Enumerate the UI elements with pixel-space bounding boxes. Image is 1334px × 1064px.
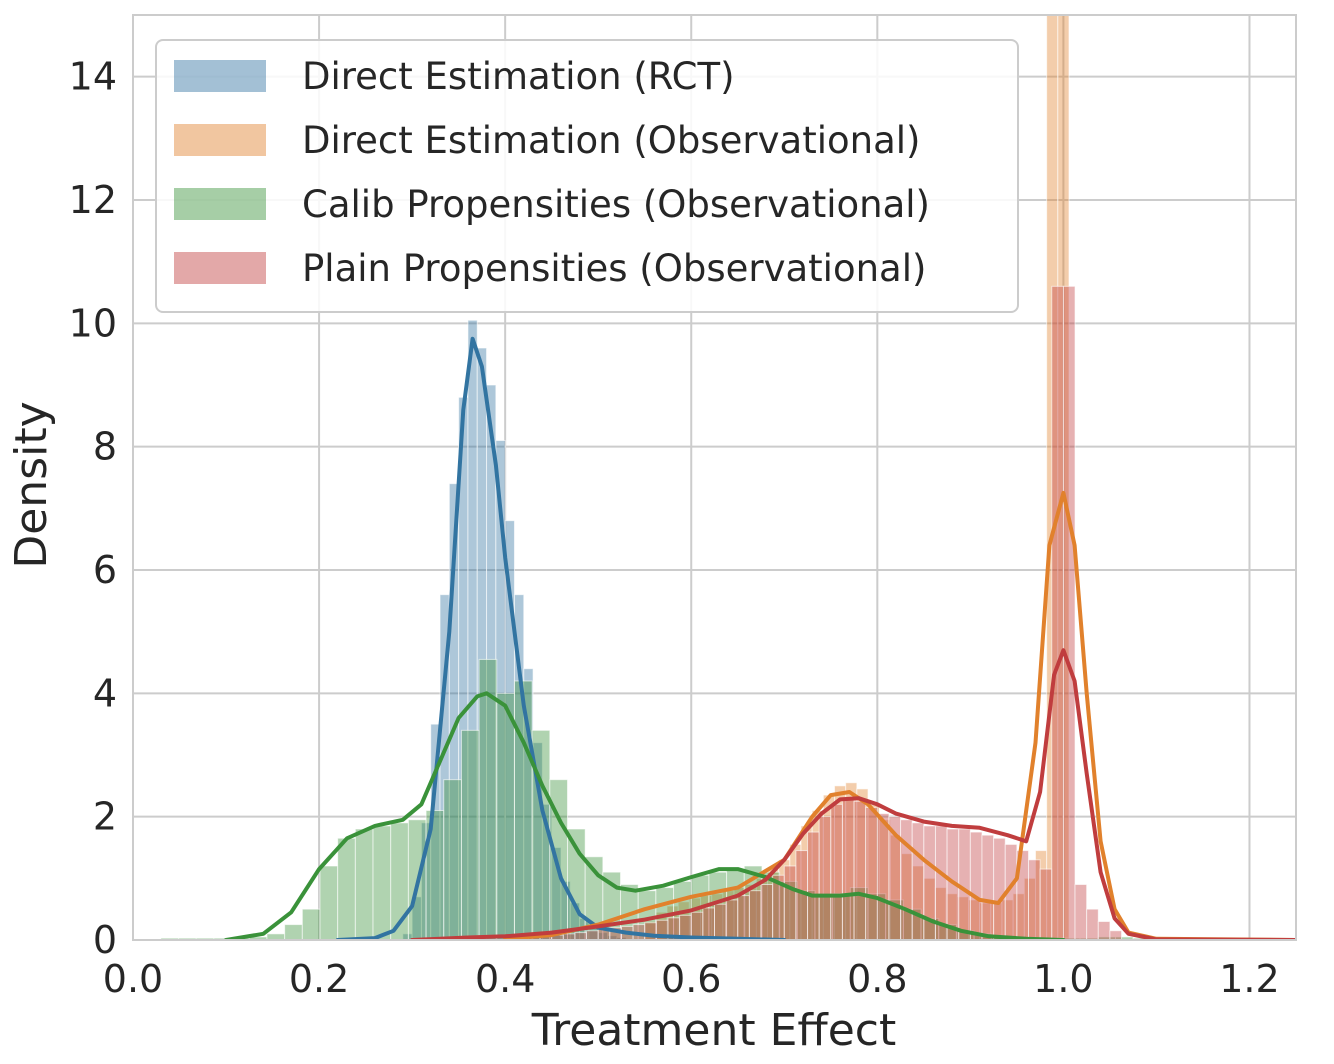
legend-label: Direct Estimation (Observational) (302, 119, 920, 162)
histogram-bar (1028, 859, 1041, 940)
legend-swatch (174, 188, 266, 220)
histogram-bar (443, 779, 462, 940)
histogram-bar (1039, 868, 1053, 940)
legend-label: Direct Estimation (RCT) (302, 55, 735, 98)
legend-swatch (174, 124, 266, 156)
x-tick-label: 1.0 (1033, 957, 1093, 1001)
y-tick-label: 10 (69, 301, 117, 345)
kde-curve (503, 490, 1296, 940)
histogram-bar (993, 837, 1006, 940)
histogram-bar (1062, 285, 1076, 940)
histogram-bar (354, 828, 374, 940)
histogram-bar (586, 930, 599, 940)
kde-curve (335, 336, 787, 940)
y-tick-label: 2 (93, 795, 117, 839)
histogram-bar (748, 890, 762, 940)
histogram-bar (301, 908, 321, 940)
histogram-bar (865, 806, 878, 940)
histogram-bar (478, 658, 498, 940)
histogram-bar (958, 828, 971, 940)
legend-label: Plain Propensities (Observational) (302, 247, 926, 290)
histogram-bar (337, 837, 356, 940)
histogram-bar (513, 680, 533, 940)
y-tick-label: 8 (93, 425, 117, 469)
x-tick-label: 0.6 (661, 957, 721, 1001)
x-tick-label: 0.4 (475, 957, 535, 1001)
histogram-bar (876, 813, 890, 940)
kde-curve (224, 691, 1066, 940)
y-tick-label: 12 (69, 178, 117, 222)
legend-label: Calib Propensities (Observational) (302, 183, 930, 226)
histogram-bar (1109, 930, 1123, 940)
histogram-bar (981, 834, 995, 940)
histogram-bar (1097, 921, 1111, 940)
kde-curve (410, 648, 1296, 940)
histogram-bar (969, 831, 983, 940)
y-axis-ticks: 0 2 4 6 8 10 12 14 (69, 55, 117, 962)
histogram-bar (496, 692, 515, 940)
histogram-bar (284, 924, 303, 940)
x-axis-title: Treatment Effect (531, 1005, 897, 1056)
histogram-bar (372, 825, 392, 940)
y-tick-label: 0 (93, 918, 117, 962)
histogram-bar (1074, 884, 1088, 940)
legend-swatch (174, 252, 266, 284)
histogram-bar (900, 819, 913, 940)
histogram-bar (807, 831, 820, 940)
histogram-bar (830, 803, 843, 940)
legend: Direct Estimation (RCT) Direct Estimation… (155, 39, 1019, 313)
y-tick-label: 14 (69, 55, 117, 99)
histogram-bar (760, 884, 774, 940)
histogram-bar (783, 865, 797, 940)
histogram-bar (574, 932, 588, 940)
y-tick-label: 4 (93, 671, 117, 715)
y-tick-label: 6 (93, 548, 117, 592)
histogram-bar (853, 800, 867, 940)
legend-swatch (174, 60, 266, 92)
histogram-bar (1051, 285, 1064, 940)
histogram-bar (714, 903, 727, 940)
histogram-bar (841, 797, 855, 940)
histogram-bar (725, 899, 739, 940)
y-axis-title: Density (6, 401, 57, 568)
plot-frame (132, 14, 1297, 941)
histogram-bar (319, 865, 339, 940)
histogram-bar (702, 907, 715, 940)
histogram-bar (911, 822, 925, 940)
x-tick-label: 0.8 (847, 957, 907, 1001)
x-tick-label: 1.2 (1219, 957, 1279, 1001)
histogram-bar (1086, 908, 1099, 940)
histogram-bar (818, 816, 832, 940)
x-axis-ticks: 0.0 0.2 0.4 0.6 0.8 1.0 1.2 (103, 957, 1280, 1001)
x-tick-label: 0.0 (103, 957, 163, 1001)
kde-curves (224, 336, 1296, 940)
histogram-bar (460, 729, 480, 940)
legend-box (155, 39, 1019, 313)
histogram-bar (737, 895, 750, 940)
x-tick-label: 0.2 (289, 957, 349, 1001)
